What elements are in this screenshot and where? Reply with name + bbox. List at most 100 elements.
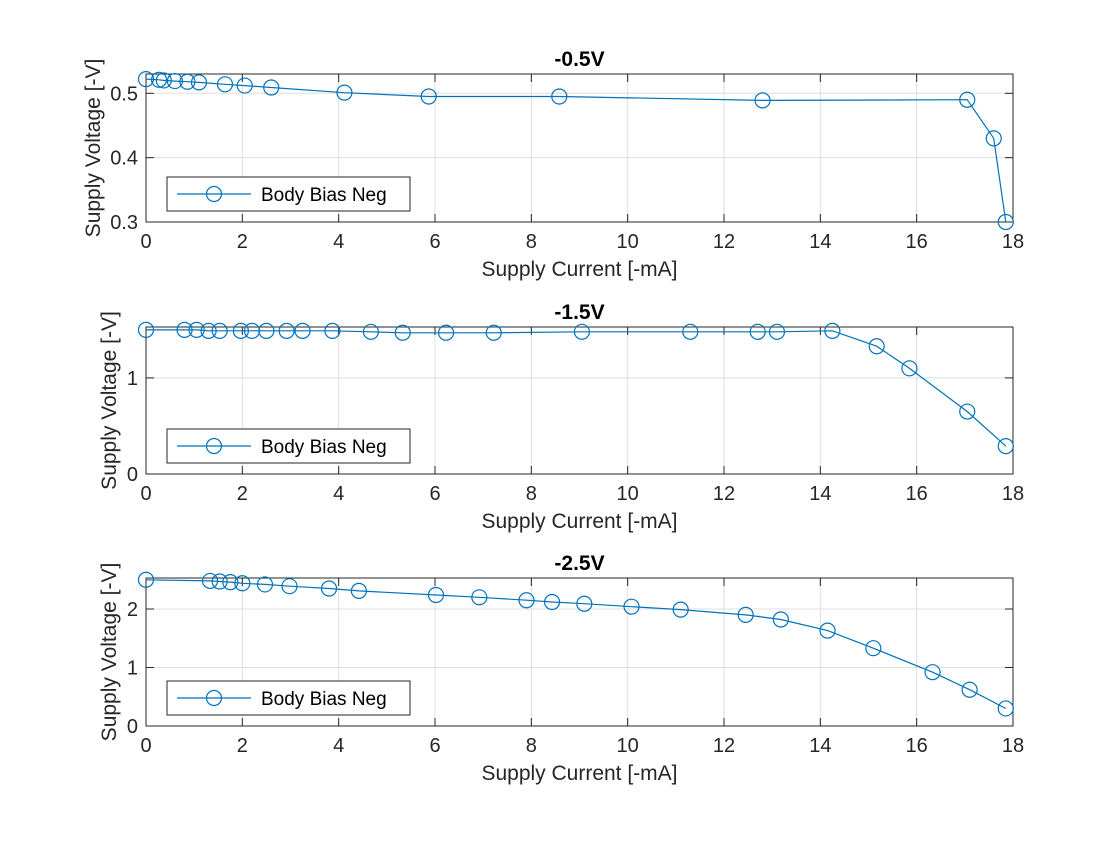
x-tick-label: 4 <box>333 231 344 253</box>
data-point <box>362 323 380 340</box>
subplot-2: 0 2 4 6 8 10 12 14 16 18 0 1 -1.5V Supply Current [-m… <box>98 301 1024 533</box>
y-axis-label: Supply Voltage [-V] <box>98 563 121 742</box>
data-point <box>819 622 836 639</box>
data-point <box>336 84 353 101</box>
data-point <box>924 664 941 681</box>
data-point <box>997 213 1014 231</box>
data-point <box>232 322 249 339</box>
data-point <box>190 74 208 91</box>
y-tick-label: 0.3 <box>110 212 138 234</box>
x-axis-label: Supply Current [-mA] <box>481 258 677 281</box>
data-point <box>485 324 502 341</box>
legend-marker <box>205 185 223 203</box>
x-axis-label: Supply Current [-mA] <box>481 510 677 533</box>
data-point <box>420 88 437 105</box>
data-point <box>176 321 193 338</box>
chart-title: -0.5V <box>554 48 604 71</box>
x-tick-label: 14 <box>809 483 831 505</box>
axes-box <box>145 577 1014 727</box>
x-tick-label: 0 <box>140 231 151 253</box>
legend-label: Body Bias Neg <box>261 689 387 710</box>
x-tick-label: 16 <box>906 231 928 253</box>
data-point <box>471 589 488 606</box>
data-point <box>137 571 155 588</box>
x-tick-label: 16 <box>906 483 928 505</box>
x-tick-label: 2 <box>237 735 248 757</box>
x-tick-label: 8 <box>526 735 537 757</box>
data-point <box>961 681 978 698</box>
data-point <box>551 88 568 105</box>
y-tick-label: 1 <box>127 368 138 390</box>
data-point <box>865 640 882 657</box>
y-tick-label: 0 <box>127 464 138 486</box>
data-point <box>216 76 234 93</box>
x-tick-label: 18 <box>1002 231 1024 253</box>
data-point <box>281 578 298 595</box>
x-tick-label: 0 <box>140 483 151 505</box>
data-point <box>166 72 183 90</box>
y-axis-label: Supply Voltage [-V] <box>82 59 105 238</box>
data-point <box>200 322 217 339</box>
x-tick-label: 14 <box>809 231 831 253</box>
data-point <box>320 580 338 597</box>
data-point <box>772 611 789 628</box>
data-point <box>959 403 976 420</box>
data-point <box>682 323 699 340</box>
x-tick-label: 2 <box>237 231 248 253</box>
data-point <box>824 322 841 339</box>
data-point <box>234 575 251 592</box>
x-tick-label: 6 <box>429 735 440 757</box>
x-tick-label: 18 <box>1002 735 1024 757</box>
data-point <box>394 324 411 341</box>
data-point <box>150 71 168 88</box>
data-point <box>155 72 172 89</box>
data-point <box>997 700 1014 717</box>
x-tick-label: 10 <box>617 735 639 757</box>
data-point <box>211 322 228 339</box>
data-point <box>427 586 445 604</box>
x-tick-label: 6 <box>429 231 440 253</box>
data-point <box>324 322 341 339</box>
axes-box <box>145 73 1014 223</box>
x-tick-label: 8 <box>526 231 537 253</box>
data-point <box>623 598 640 615</box>
data-point <box>137 321 155 338</box>
x-tick-label: 12 <box>713 231 735 253</box>
x-tick-label: 8 <box>526 483 537 505</box>
data-point <box>901 360 918 377</box>
x-tick-label: 10 <box>617 231 639 253</box>
data-point <box>179 73 196 90</box>
x-tick-label: 4 <box>333 483 344 505</box>
y-tick-label: 1 <box>127 658 138 680</box>
data-point <box>985 130 1002 147</box>
data-point <box>294 322 311 339</box>
data-point <box>258 322 275 339</box>
data-point <box>263 79 280 96</box>
x-tick-label: 12 <box>713 483 735 505</box>
y-tick-label: 0 <box>127 716 138 738</box>
x-tick-label: 4 <box>333 735 344 757</box>
chart-title: -1.5V <box>554 301 604 324</box>
x-tick-label: 0 <box>140 735 151 757</box>
y-axis-label: Supply Voltage [-V] <box>98 311 121 490</box>
legend-marker <box>205 689 223 707</box>
data-point <box>672 601 689 618</box>
y-tick-label: 0.4 <box>110 148 138 170</box>
y-tick-label: 0.5 <box>110 83 138 105</box>
subplot-1: 0 2 4 6 8 10 12 14 16 18 0.3 0.4 0.5 -0.5V Supply Curr… <box>82 48 1024 281</box>
axes-box <box>145 326 1014 475</box>
data-point <box>350 582 367 599</box>
x-tick-label: 2 <box>237 483 248 505</box>
legend-marker <box>205 437 223 455</box>
x-tick-label: 6 <box>429 483 440 505</box>
x-tick-label: 12 <box>713 735 735 757</box>
data-point <box>137 71 155 88</box>
data-point <box>236 77 253 94</box>
legend-label: Body Bias Neg <box>261 185 387 206</box>
x-tick-label: 14 <box>809 735 831 757</box>
data-point <box>768 323 786 340</box>
chart-title: -2.5V <box>554 552 604 575</box>
